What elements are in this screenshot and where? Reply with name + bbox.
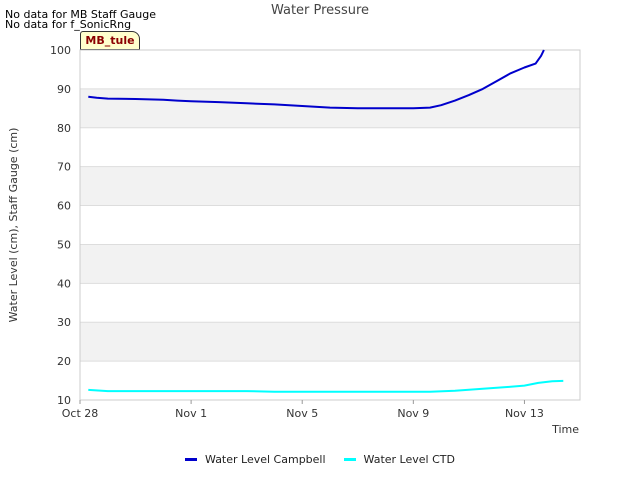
y-axis-label: Water Level (cm), Staff Gauge (cm) (7, 128, 20, 323)
x-tick-label: Nov 1 (175, 407, 207, 420)
legend-item-ctd[interactable]: Water Level CTD (343, 453, 455, 466)
grid-band (80, 361, 580, 400)
y-tick-label: 100 (50, 44, 71, 57)
legend-label-campbell: Water Level Campbell (205, 453, 326, 466)
plot-area (79, 49, 581, 401)
no-data-staff-gauge: No data for MB Staff Gauge (5, 8, 156, 21)
series-line-ctd (88, 379, 564, 393)
series-line-campbell (88, 49, 545, 110)
grid-band (80, 166, 580, 206)
grid-band (80, 205, 580, 245)
legend-swatch-campbell (185, 458, 198, 461)
chart-title: Water Pressure (270, 3, 370, 18)
x-tick-label: Oct 28 (62, 407, 99, 420)
site-badge: MB_tule (80, 31, 140, 50)
y-tick-label: 30 (57, 316, 71, 329)
y-tick-label: 80 (57, 122, 71, 135)
x-tick-label: Nov 13 (505, 407, 544, 420)
legend-swatch-ctd (343, 458, 356, 461)
y-tick-label: 70 (57, 161, 71, 174)
y-tick-label: 40 (57, 277, 71, 290)
legend: Water Level Campbell Water Level CTD (0, 453, 640, 466)
y-tick-label: 20 (57, 355, 71, 368)
y-tick-label: 60 (57, 200, 71, 213)
no-data-sonic-rng: No data for f_SonicRng (5, 18, 132, 31)
legend-label-ctd: Water Level CTD (363, 453, 455, 466)
y-tick-label: 50 (57, 238, 71, 251)
x-axis-label: Time (551, 423, 579, 436)
grid-band (80, 127, 580, 167)
y-tick-label: 10 (57, 394, 71, 407)
grid-band (80, 322, 580, 362)
x-tick-label: Nov 9 (397, 407, 429, 420)
legend-item-campbell[interactable]: Water Level Campbell (185, 453, 326, 466)
y-tick-label: 90 (57, 83, 71, 96)
grid-band (80, 283, 580, 323)
grid-band (80, 50, 580, 89)
grid-band (80, 244, 580, 284)
x-tick-label: Nov 5 (286, 407, 318, 420)
